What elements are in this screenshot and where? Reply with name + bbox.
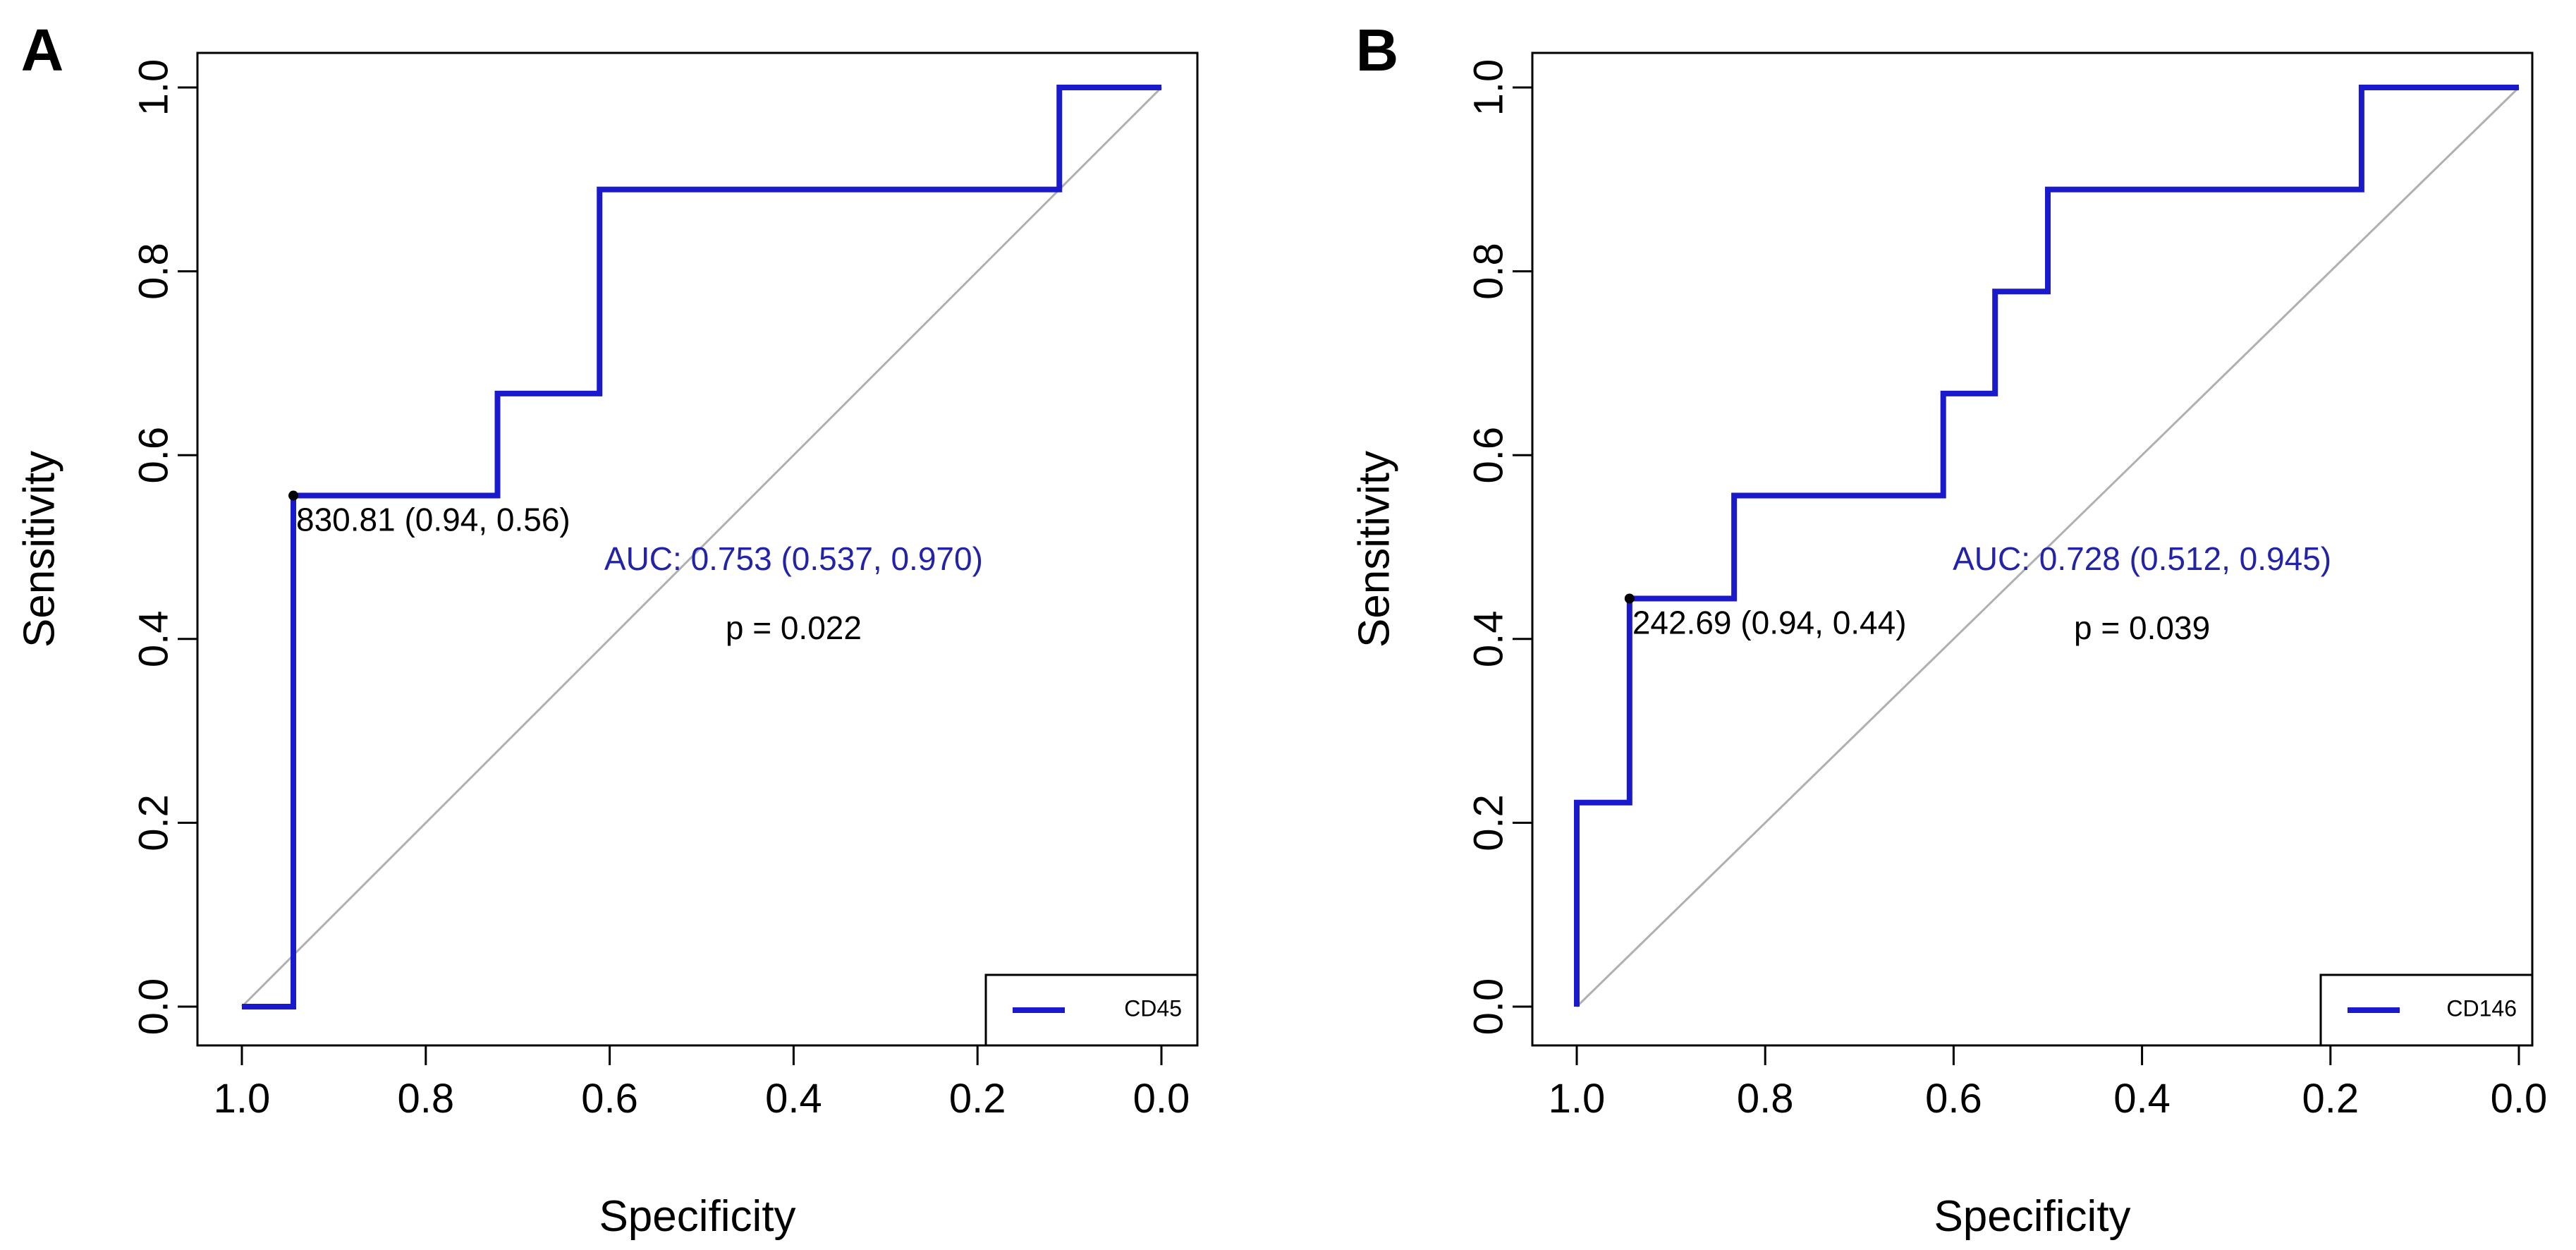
y-tick-label: 0.2 bbox=[1465, 794, 1511, 851]
x-axis-label: Specificity bbox=[599, 1192, 795, 1241]
x-tick-label: 0.0 bbox=[2491, 1076, 2548, 1122]
reference-diagonal-line bbox=[1575, 86, 2520, 1008]
threshold-label: 242.69 (0.94, 0.44) bbox=[1632, 604, 1907, 641]
x-tick-label: 0.6 bbox=[581, 1076, 638, 1122]
reference-diagonal-line bbox=[240, 86, 1163, 1008]
roc-curve-line bbox=[1574, 85, 2519, 1007]
p-value-text: p = 0.022 bbox=[726, 609, 862, 646]
legend: CD146 bbox=[2319, 973, 2534, 1047]
roc-panel-b: B 1.0 0.8 0.6 0.4 0.2 0.0 Specificity 0.0 0.2 0.4 0… bbox=[1350, 17, 2547, 1241]
y-tick-label: 0.4 bbox=[130, 610, 176, 667]
panel-label: A bbox=[21, 17, 64, 83]
roc-curve-line bbox=[242, 85, 1161, 1009]
x-tick-label: 0.4 bbox=[765, 1076, 822, 1122]
y-tick-label: 0.6 bbox=[130, 427, 176, 484]
x-tick-label: 0.8 bbox=[397, 1076, 454, 1122]
threshold-point bbox=[1624, 593, 1635, 604]
x-tick-label: 1.0 bbox=[1549, 1076, 1606, 1122]
y-tick-label: 0.8 bbox=[130, 243, 176, 300]
x-tick-label: 0.6 bbox=[1925, 1076, 1982, 1122]
panel-label: B bbox=[1356, 17, 1399, 83]
y-tick-label: 0.0 bbox=[1465, 978, 1511, 1036]
roc-panel-a: A 1.0 0.8 0.6 0.4 0.2 0.0 Specificity 0.0 0.2 0.4 0… bbox=[15, 17, 1199, 1241]
legend: CD45 bbox=[984, 973, 1199, 1047]
x-tick-label: 0.4 bbox=[2113, 1076, 2171, 1122]
y-tick-label: 1.0 bbox=[130, 59, 176, 116]
y-tick-label: 0.8 bbox=[1465, 243, 1511, 300]
x-tick-label: 0.2 bbox=[2302, 1076, 2359, 1122]
y-tick-label: 1.0 bbox=[1465, 59, 1511, 116]
auc-text: AUC: 0.753 (0.537, 0.970) bbox=[604, 540, 983, 577]
y-tick-label: 0.2 bbox=[130, 794, 176, 851]
p-value-text: p = 0.039 bbox=[2074, 609, 2210, 646]
x-axis-label: Specificity bbox=[1934, 1192, 2130, 1241]
threshold-point bbox=[288, 490, 299, 501]
y-axis-label: Sensitivity bbox=[15, 451, 63, 648]
x-tick-label: 0.8 bbox=[1737, 1076, 1794, 1122]
y-tick-label: 0.4 bbox=[1465, 610, 1511, 667]
legend-entry-label: CD45 bbox=[1124, 995, 1182, 1021]
x-tick-label: 0.2 bbox=[949, 1076, 1006, 1122]
x-tick-label: 0.0 bbox=[1133, 1076, 1190, 1122]
y-tick-label: 0.0 bbox=[130, 978, 176, 1036]
y-axis-label: Sensitivity bbox=[1350, 451, 1398, 648]
legend-entry-label: CD146 bbox=[2446, 995, 2517, 1021]
auc-text: AUC: 0.728 (0.512, 0.945) bbox=[1953, 540, 2331, 577]
y-tick-label: 0.6 bbox=[1465, 427, 1511, 484]
x-tick-label: 1.0 bbox=[214, 1076, 271, 1122]
threshold-label: 830.81 (0.94, 0.56) bbox=[296, 502, 570, 538]
